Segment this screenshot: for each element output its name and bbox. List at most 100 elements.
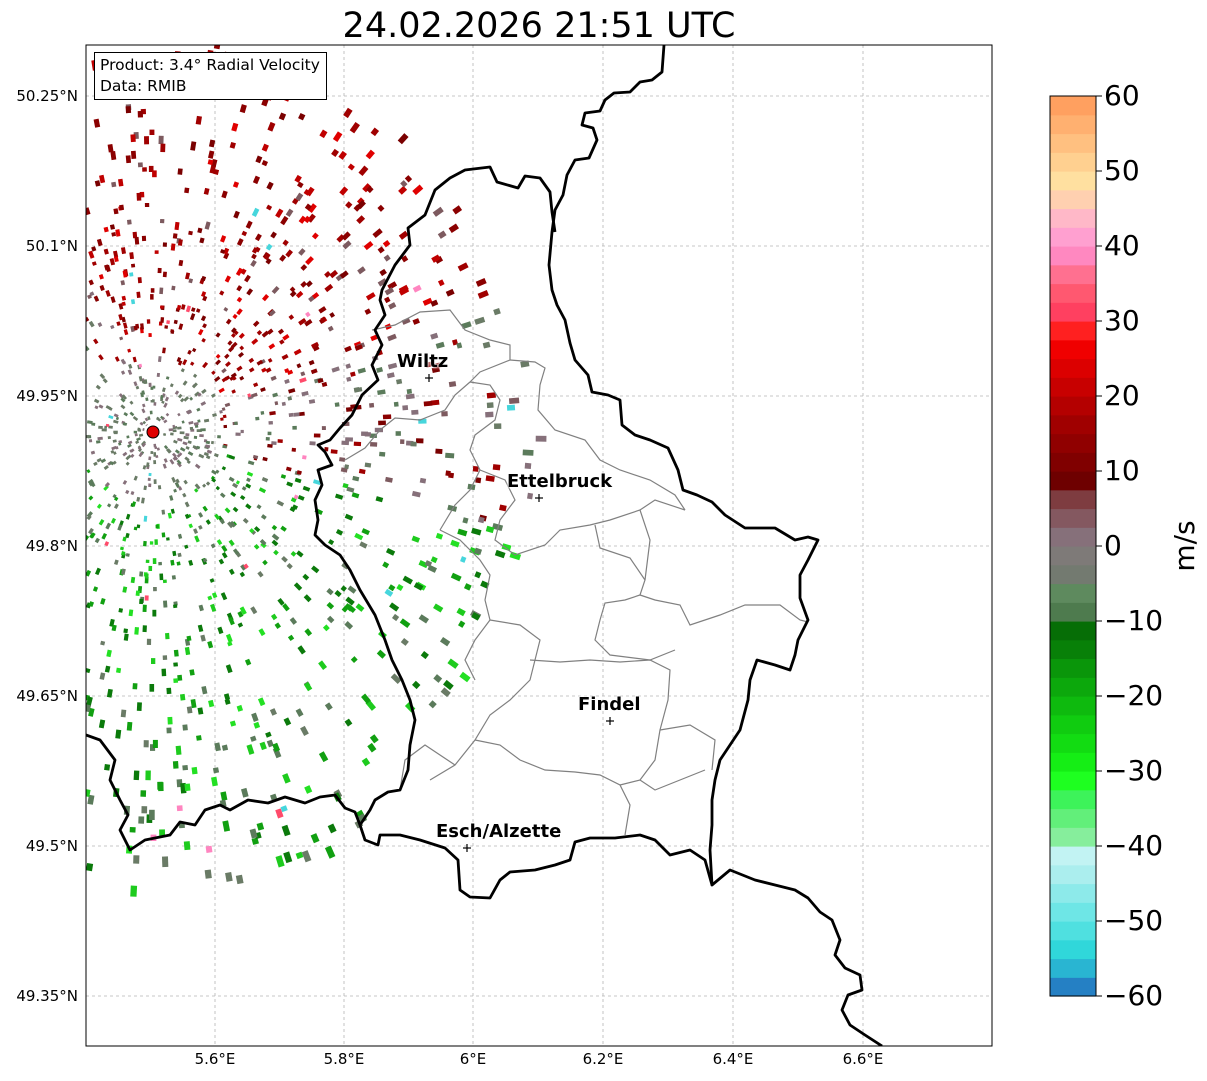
velocity-echo [129, 411, 135, 417]
velocity-echo [86, 420, 93, 425]
velocity-echo [279, 339, 285, 345]
velocity-echo [93, 398, 100, 404]
velocity-echo [388, 584, 396, 592]
velocity-echo [182, 764, 189, 771]
velocity-echo [161, 532, 166, 538]
velocity-echo [201, 275, 207, 282]
velocity-echo [199, 434, 204, 438]
velocity-echo [168, 428, 174, 432]
velocity-echo [435, 532, 444, 540]
velocity-echo [358, 165, 369, 177]
velocity-echo [270, 375, 277, 381]
velocity-echo [520, 360, 530, 368]
velocity-echo [88, 495, 94, 501]
velocity-echo [272, 392, 279, 398]
velocity-echo [225, 633, 233, 643]
velocity-echo [205, 455, 211, 460]
colorbar-segment [1050, 564, 1096, 585]
velocity-echo [188, 278, 194, 284]
velocity-echo [375, 496, 384, 503]
velocity-echo [110, 151, 117, 161]
velocity-echo [165, 376, 170, 380]
velocity-echo [382, 239, 391, 248]
velocity-echo [133, 430, 138, 434]
velocity-echo [430, 556, 438, 564]
velocity-echo [123, 628, 129, 634]
velocity-echo [406, 388, 413, 395]
velocity-echo [288, 314, 295, 321]
velocity-echo [153, 402, 157, 406]
velocity-echo [430, 332, 439, 340]
velocity-echo [195, 115, 202, 125]
velocity-echo [113, 256, 119, 263]
velocity-echo [240, 564, 247, 571]
velocity-echo [213, 453, 219, 458]
velocity-echo [246, 471, 254, 477]
colorbar-segment [1050, 489, 1096, 510]
velocity-echo [356, 215, 366, 225]
velocity-echo [178, 259, 184, 267]
velocity-echo [167, 512, 172, 519]
velocity-echo [218, 558, 225, 565]
velocity-echo [111, 624, 117, 632]
velocity-echo [173, 662, 179, 667]
velocity-echo [170, 329, 175, 333]
velocity-echo [128, 363, 133, 369]
velocity-echo [384, 588, 394, 597]
velocity-echo [98, 404, 104, 409]
velocity-echo [253, 543, 260, 550]
velocity-echo [437, 279, 445, 287]
velocity-echo [136, 291, 141, 299]
velocity-echo [224, 353, 230, 359]
velocity-echo [304, 203, 312, 211]
velocity-echo [177, 533, 183, 539]
velocity-echo [174, 221, 180, 231]
velocity-echo [104, 425, 108, 429]
velocity-echo [237, 351, 244, 358]
velocity-echo [462, 517, 469, 524]
velocity-echo [197, 419, 201, 423]
velocity-echo [115, 446, 119, 450]
velocity-echo [172, 424, 176, 428]
velocity-echo [418, 560, 429, 569]
colorbar-segment [1050, 339, 1096, 360]
velocity-echo [251, 207, 260, 217]
velocity-echo [105, 522, 112, 530]
velocity-echo [117, 524, 123, 531]
velocity-echo [302, 485, 311, 492]
velocity-echo [174, 449, 180, 455]
velocity-echo [145, 770, 151, 781]
colorbar-unit-label: m/s [1168, 520, 1201, 572]
colorbar-segment [1050, 977, 1096, 997]
velocity-echo [334, 590, 342, 598]
velocity-echo [113, 430, 118, 434]
velocity-echo [88, 279, 94, 286]
velocity-echo [177, 412, 181, 417]
velocity-echo [86, 788, 91, 797]
velocity-echo [93, 461, 98, 466]
velocity-echo [126, 435, 130, 439]
velocity-echo [213, 376, 221, 382]
velocity-echo [96, 457, 102, 463]
velocity-echo [443, 679, 454, 691]
velocity-echo [219, 409, 223, 414]
velocity-echo [327, 325, 334, 332]
velocity-echo [318, 660, 328, 670]
velocity-echo [149, 541, 154, 545]
velocity-echo [440, 687, 451, 698]
velocity-echo [137, 447, 143, 453]
velocity-echo [121, 568, 126, 576]
velocity-echo [114, 356, 120, 362]
velocity-echo [300, 371, 306, 377]
velocity-echo [188, 421, 194, 425]
velocity-echo [186, 706, 193, 714]
colorbar-segment [1050, 639, 1096, 660]
velocity-echo [428, 700, 437, 709]
velocity-echo [184, 783, 191, 792]
velocity-echo [310, 341, 320, 349]
velocity-echo [170, 508, 175, 514]
velocity-echo [221, 545, 228, 553]
velocity-echo [232, 548, 240, 555]
velocity-echo [184, 544, 189, 549]
velocity-echo [162, 271, 167, 278]
